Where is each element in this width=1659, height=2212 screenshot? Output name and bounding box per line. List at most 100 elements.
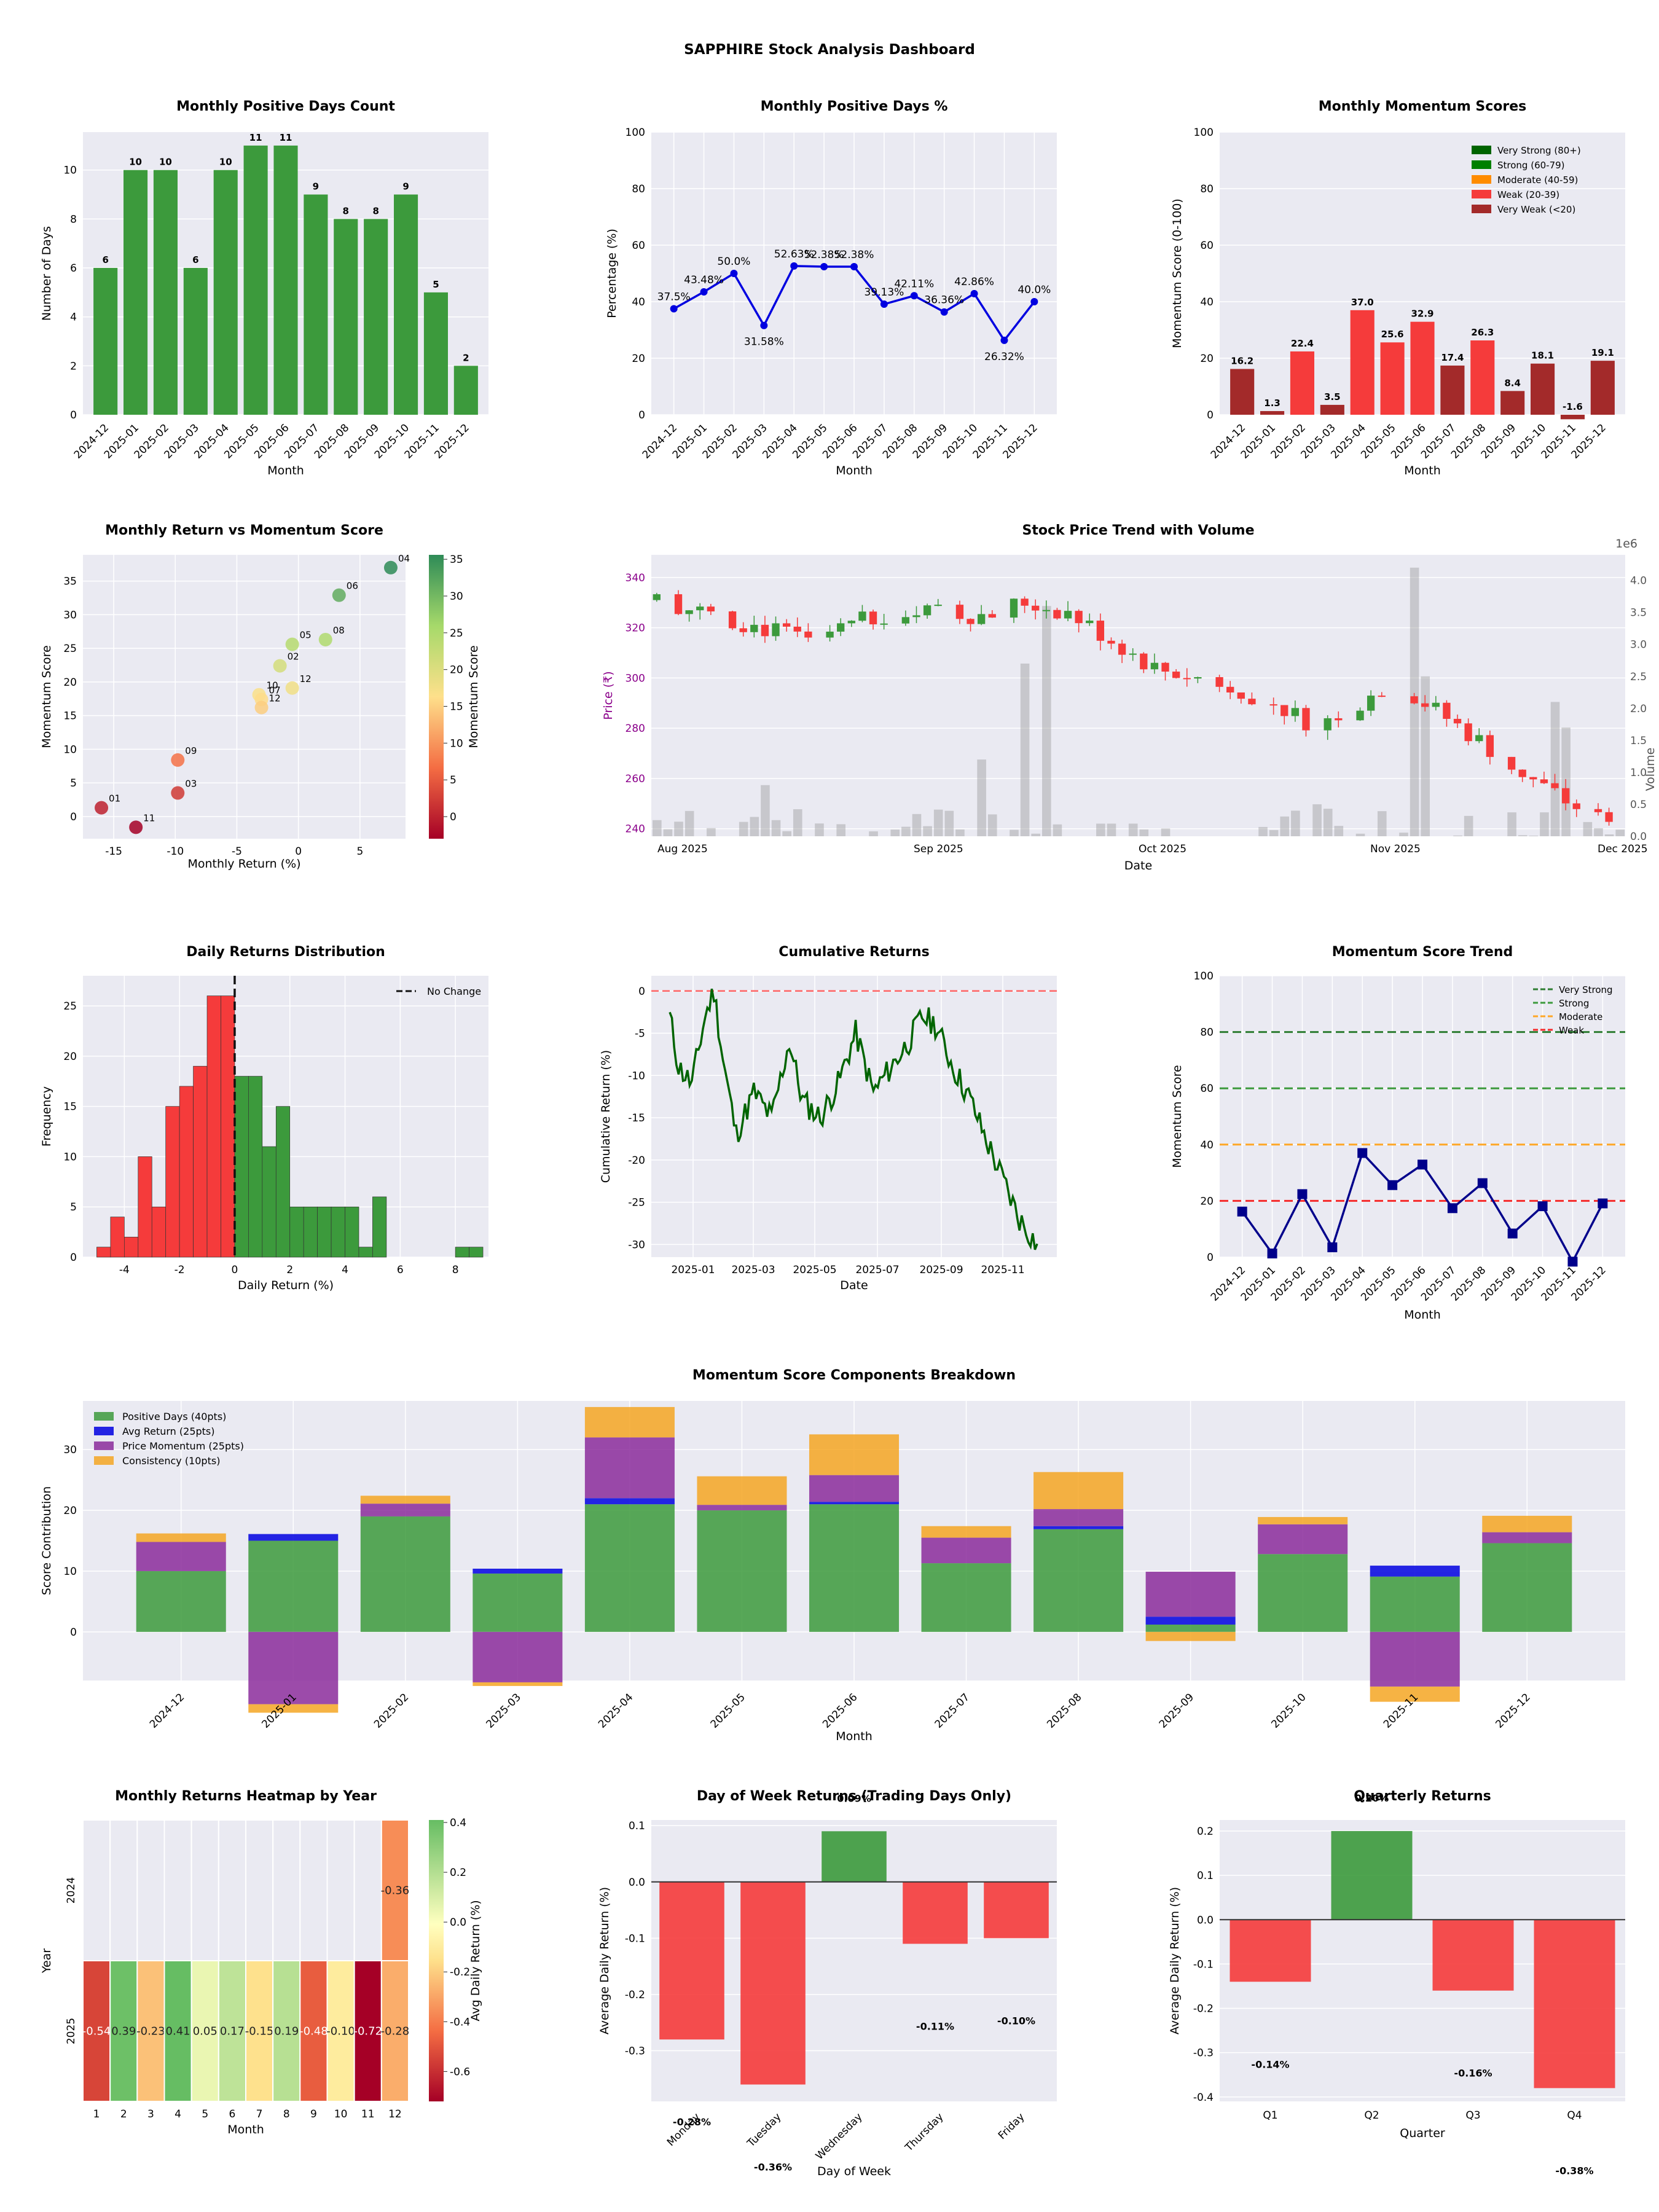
positive-days-chart: 62024-12102025-01102025-0262025-03102025… <box>40 99 488 477</box>
positive-days-bar <box>334 219 358 415</box>
positive-days-y-tick: 10 <box>63 165 77 177</box>
heatmap-cell-label: 0.39 <box>111 2025 136 2038</box>
candle-body <box>782 623 791 627</box>
positive-days-bar <box>364 219 388 415</box>
positive-pct-chart: 37.5%2024-1243.48%2025-0150.0%2025-0231.… <box>605 99 1057 477</box>
volume-y-tick: 4.0 <box>1630 575 1647 587</box>
histogram-bar <box>179 1086 194 1258</box>
positive-pct-value-label: 36.36% <box>924 294 964 307</box>
scatter-point <box>285 681 299 695</box>
heatmap-cell <box>82 1819 111 1961</box>
histogram-bar <box>234 1076 249 1258</box>
quarterly-y-tick: -0.4 <box>1193 2092 1214 2104</box>
component-segment <box>248 1540 339 1632</box>
components-x-tick: 2025-04 <box>596 1691 635 1730</box>
component-segment <box>248 1534 339 1541</box>
component-segment <box>360 1516 450 1632</box>
candle-body <box>988 614 996 618</box>
heatmap-cell-label: -0.72 <box>353 2025 382 2038</box>
day-of-week-value-label: -0.10% <box>997 2015 1035 2026</box>
positive-days-bar <box>273 145 298 415</box>
volume-bar <box>836 824 845 836</box>
cumulative-y-tick: -25 <box>628 1197 645 1209</box>
momentum-value-label: 37.0 <box>1351 297 1374 308</box>
volume-y-tick: 3.0 <box>1630 639 1647 651</box>
day-of-week-x-tick: Thursday <box>903 2111 946 2154</box>
heatmap-cell-label: 0.19 <box>274 2025 299 2038</box>
heatmap-cell <box>109 1819 138 1961</box>
momentum-value-label: 1.3 <box>1264 398 1281 409</box>
volume-bar <box>1355 833 1365 836</box>
momentum-trend-marker <box>1507 1228 1518 1239</box>
scatter-point-label: 03 <box>185 779 197 790</box>
heatmap-y-tick: 2024 <box>65 1877 77 1904</box>
heatmap-x-tick: 12 <box>388 2108 402 2120</box>
histogram-x-tick: 8 <box>452 1264 459 1276</box>
momentum-bar <box>1440 365 1465 415</box>
histogram-bar <box>206 995 221 1258</box>
cumulative-y-tick: -15 <box>628 1112 645 1124</box>
scatter-y-tick: 10 <box>63 743 77 756</box>
histogram-bar <box>151 1206 167 1258</box>
volume-bar <box>1107 823 1116 836</box>
histogram-bar <box>303 1206 318 1258</box>
candle-body <box>1540 779 1548 783</box>
components-y-tick: 10 <box>63 1566 77 1578</box>
momentum-y-tick: 40 <box>1200 296 1214 308</box>
day-of-week-x-tick: Wednesday <box>814 2111 865 2162</box>
volume-bar <box>1020 663 1030 836</box>
component-segment <box>473 1573 563 1632</box>
momentum-trend-title: Momentum Score Trend <box>1332 944 1513 960</box>
heatmap-cell <box>272 1819 301 1961</box>
histogram-x-tick: 6 <box>397 1264 404 1276</box>
component-segment <box>360 1504 450 1516</box>
day-of-week-value-label: 0.09% <box>837 1792 871 1804</box>
candle-body <box>685 610 693 614</box>
positive-pct-value-label: 37.5% <box>657 291 691 304</box>
component-segment <box>1482 1515 1572 1532</box>
heatmap-x-tick: 9 <box>310 2108 317 2120</box>
positive-days-x-label: Month <box>267 464 304 477</box>
candle-body <box>1269 704 1277 706</box>
positive-pct-value-label: 39.13% <box>864 286 904 299</box>
components-legend-swatch <box>94 1412 114 1421</box>
day-of-week-value-label: -0.11% <box>916 2021 954 2033</box>
volume-bar <box>1540 812 1549 836</box>
candle-body <box>1486 735 1494 757</box>
heatmap-cell <box>245 1960 274 2102</box>
histogram-bar <box>124 1236 139 1258</box>
scatter-point-label: 12 <box>269 693 281 704</box>
scatter-point-label: 06 <box>347 581 358 592</box>
volume-bar <box>1031 833 1040 836</box>
positive-days-value-label: 5 <box>433 279 439 290</box>
heatmap-cell-label: -0.36 <box>381 1885 410 1897</box>
candle-body <box>1356 710 1364 721</box>
candle-body <box>869 611 877 625</box>
volume-bar <box>771 820 781 836</box>
momentum-bar <box>1230 369 1255 415</box>
heatmap-cell <box>353 1960 382 2102</box>
momentum-legend-swatch <box>1472 205 1491 213</box>
components-legend-swatch <box>94 1441 114 1450</box>
histogram-bar <box>345 1206 359 1258</box>
scatter-colorbar-tick-label: 0 <box>450 811 457 823</box>
volume-bar <box>869 831 878 836</box>
heatmap-x-tick: 1 <box>93 2108 100 2120</box>
quarterly-value-label: -0.38% <box>1555 2165 1593 2176</box>
momentum-legend-label: Very Strong (80+) <box>1497 145 1581 156</box>
trend-legend-label: Strong <box>1559 998 1589 1009</box>
cumulative-returns-plot-area <box>651 976 1057 1257</box>
candle-body <box>1150 662 1159 670</box>
histogram-bar <box>248 1076 263 1258</box>
heatmap-cell-label: -0.48 <box>299 2025 328 2038</box>
volume-bar <box>782 831 791 836</box>
components-x-tick: 2025-05 <box>708 1691 748 1730</box>
heatmap-x-tick: 11 <box>361 2108 375 2120</box>
candle-body <box>826 631 834 638</box>
momentum-bar <box>1500 391 1525 415</box>
scatter-y-tick: 5 <box>70 777 77 790</box>
return-vs-momentum-plot-area <box>83 555 406 839</box>
price-x-label: Date <box>1124 859 1152 873</box>
volume-y-tick: 1.0 <box>1630 767 1647 779</box>
component-segment <box>809 1434 900 1475</box>
